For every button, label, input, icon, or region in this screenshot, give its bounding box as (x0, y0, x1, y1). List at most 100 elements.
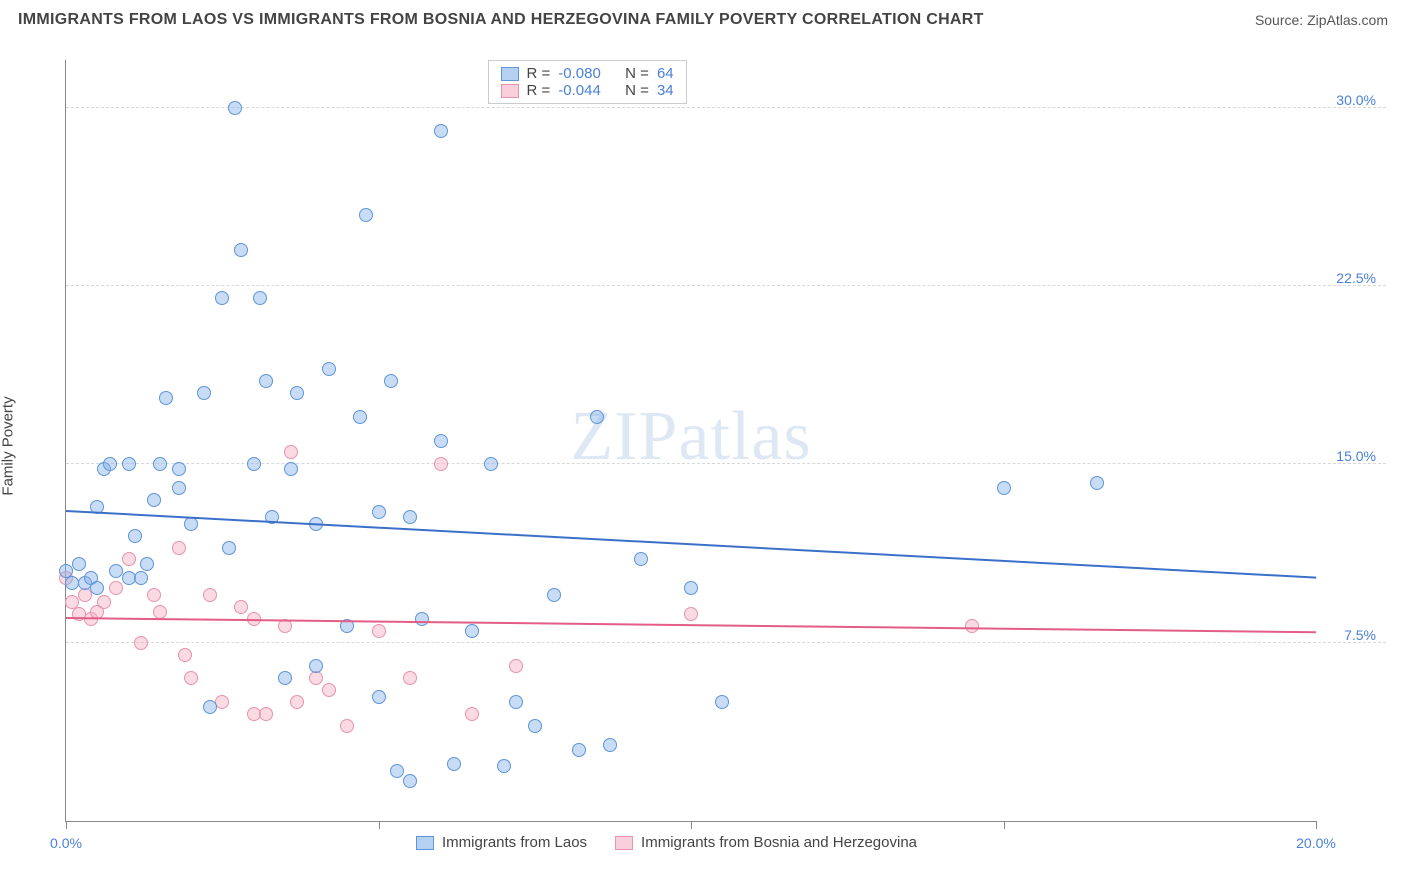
trend-line (66, 510, 1316, 579)
data-point (109, 581, 123, 595)
data-point (447, 757, 461, 771)
data-point (134, 571, 148, 585)
data-point (97, 595, 111, 609)
data-point (372, 690, 386, 704)
data-point (965, 619, 979, 633)
data-point (147, 588, 161, 602)
r-label: R = (527, 82, 551, 99)
gridline (66, 463, 1386, 464)
x-tick (1004, 821, 1005, 829)
data-point (372, 505, 386, 519)
data-point (215, 291, 229, 305)
plot-area: ZIPatlas 7.5%15.0%22.5%30.0%0.0%20.0%Imm… (65, 60, 1316, 822)
data-point (465, 707, 479, 721)
data-point (234, 600, 248, 614)
data-point (484, 457, 498, 471)
n-label: N = (625, 65, 649, 82)
data-point (140, 557, 154, 571)
data-point (234, 243, 248, 257)
data-point (509, 659, 523, 673)
data-point (128, 529, 142, 543)
data-point (222, 541, 236, 555)
data-point (153, 605, 167, 619)
data-point (103, 457, 117, 471)
data-point (403, 774, 417, 788)
data-point (715, 695, 729, 709)
data-point (278, 671, 292, 685)
watermark: ZIPatlas (570, 397, 811, 477)
data-point (247, 457, 261, 471)
data-point (172, 541, 186, 555)
data-point (284, 462, 298, 476)
legend-label: Immigrants from Laos (442, 834, 587, 851)
data-point (197, 386, 211, 400)
data-point (997, 481, 1011, 495)
x-tick-label: 0.0% (50, 835, 82, 851)
chart-header: IMMIGRANTS FROM LAOS VS IMMIGRANTS FROM … (0, 0, 1406, 40)
data-point (228, 101, 242, 115)
legend-stats: R = -0.080 N = 64 R = -0.044 N = 34 (488, 60, 687, 104)
data-point (259, 374, 273, 388)
source-label: Source: ZipAtlas.com (1255, 12, 1388, 28)
data-point (253, 291, 267, 305)
data-point (497, 759, 511, 773)
data-point (203, 588, 217, 602)
y-tick-label: 15.0% (1336, 448, 1376, 464)
data-point (147, 493, 161, 507)
data-point (284, 445, 298, 459)
n-value: 34 (657, 82, 674, 99)
data-point (434, 124, 448, 138)
data-point (528, 719, 542, 733)
swatch-blue (501, 67, 519, 81)
data-point (259, 707, 273, 721)
y-axis-label: Family Poverty (0, 396, 17, 495)
data-point (403, 510, 417, 524)
data-point (590, 410, 604, 424)
data-point (359, 208, 373, 222)
y-tick-label: 22.5% (1336, 270, 1376, 286)
legend-label: Immigrants from Bosnia and Herzegovina (641, 834, 917, 851)
r-value: -0.044 (558, 82, 601, 99)
chart-container: ZIPatlas 7.5% 15.0% 22.5% 30.0% 0.0% 20.0% Imm… (45, 40, 1386, 862)
data-point (634, 552, 648, 566)
x-tick-label: 20.0% (1296, 835, 1336, 851)
data-point (340, 719, 354, 733)
data-point (1090, 476, 1104, 490)
data-point (178, 648, 192, 662)
data-point (203, 700, 217, 714)
n-value: 64 (657, 65, 674, 82)
legend-item: Immigrants from Bosnia and Herzegovina (615, 834, 917, 851)
data-point (684, 607, 698, 621)
gridline (66, 285, 1386, 286)
x-tick (379, 821, 380, 829)
r-label: R = (527, 65, 551, 82)
data-point (509, 695, 523, 709)
data-point (134, 636, 148, 650)
data-point (322, 683, 336, 697)
data-point (603, 738, 617, 752)
data-point (572, 743, 586, 757)
data-point (372, 624, 386, 638)
x-tick (691, 821, 692, 829)
data-point (465, 624, 479, 638)
data-point (290, 695, 304, 709)
data-point (215, 695, 229, 709)
chart-title: IMMIGRANTS FROM LAOS VS IMMIGRANTS FROM … (18, 11, 984, 29)
swatch-blue (416, 836, 434, 850)
gridline (66, 642, 1386, 643)
swatch-pink (501, 84, 519, 98)
y-tick-label: 7.5% (1344, 627, 1376, 643)
data-point (122, 552, 136, 566)
data-point (184, 671, 198, 685)
y-tick-label: 30.0% (1336, 92, 1376, 108)
data-point (547, 588, 561, 602)
legend-item: Immigrants from Laos (416, 834, 587, 851)
legend-stats-row: R = -0.080 N = 64 (501, 65, 674, 82)
data-point (403, 671, 417, 685)
series-legend: Immigrants from Laos Immigrants from Bosn… (416, 834, 917, 851)
data-point (90, 581, 104, 595)
data-point (353, 410, 367, 424)
r-value: -0.080 (558, 65, 601, 82)
data-point (434, 457, 448, 471)
data-point (153, 457, 167, 471)
